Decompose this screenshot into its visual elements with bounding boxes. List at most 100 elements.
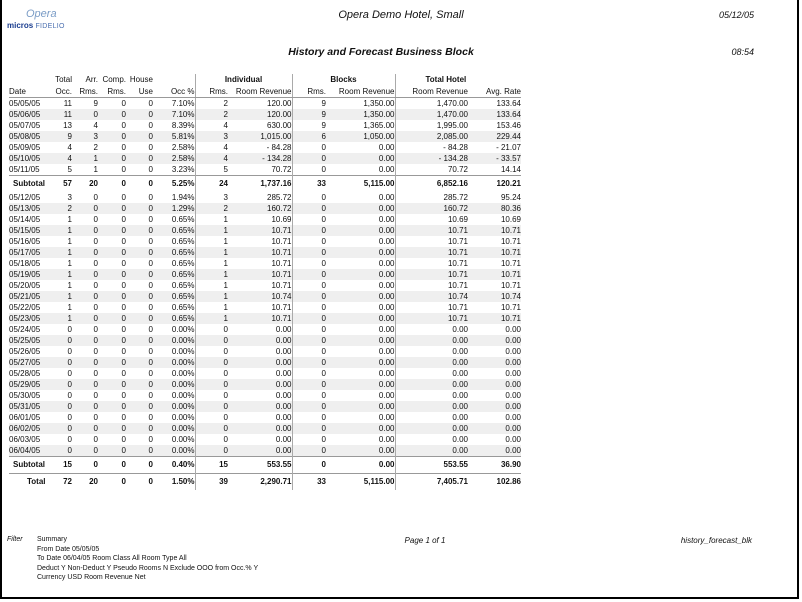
cell-blk-rms: 0 [291,153,326,164]
cell-blk-rms: 0 [291,346,326,357]
cell-house-use: 0 [148,165,153,174]
cell-arr-rms: 0 [93,215,98,224]
cell-total-occ: 1 [67,237,72,246]
cell-blk-rms: 6 [291,131,326,142]
cell-date: 06/04/05 [9,445,54,457]
table-row: 05/15/05 1 0 0 0 0.65% 1 10.71 0 0.00 10.71 10.71 [9,225,521,236]
group-individual: Individual [194,74,292,85]
cell-comp-rms: 0 [121,193,126,202]
cell-blk-rms: 33 [291,473,326,490]
col-h1-date [9,74,54,85]
cell-occ-pct: 0.00% [171,369,195,378]
cell-occ-pct: 0.65% [153,291,195,302]
filter-line: Deduct Y Non-Deduct Y Pseudo Rooms N Exc… [37,564,259,572]
cell-ind-revenue: 630.00 [267,121,292,130]
cell-house-use: 0 [148,121,153,130]
cell-blk-revenue: 0.00 [378,165,395,174]
cell-arr-rms: 0 [93,281,98,290]
col-header-avg-rate: Avg. Rate [468,85,521,98]
cell-comp-rms: 0 [98,225,126,236]
cell-avg-rate: 14.14 [500,165,521,174]
cell-ind-revenue: 10.69 [271,215,292,224]
table-row: 05/09/05 4 2 0 0 2.58% 4- 84.28 0 0.00- 84.28- 2… [9,142,521,153]
cell-arr-rms: 3 [72,131,98,142]
cell-house-use: 0 [148,193,153,202]
cell-date: Total [9,473,54,490]
cell-avg-rate: 0.00 [505,369,521,378]
cell-blk-revenue: 0.00 [326,291,395,302]
report-date: 05/12/05 [718,10,754,20]
cell-blk-revenue: 0.00 [378,281,395,290]
cell-total-revenue: 0.00 [394,379,468,390]
cell-blk-revenue: 0.00 [326,401,395,412]
cell-blk-revenue: 0.00 [378,391,395,400]
cell-avg-rate: 0.00 [505,347,521,356]
cell-house-use: 0 [126,473,153,490]
cell-ind-rms: 3 [194,131,228,142]
header-row-2: Date Occ. Rms. Rms. Use Occ % Rms. Room Revenue… [9,85,521,98]
cell-arr-rms: 0 [93,391,98,400]
table-row: 05/24/05 0 0 0 0 0.00% 0 0.00 0 0.00 0.00 0.00 [9,324,521,335]
cell-total-occ: 72 [54,473,72,490]
cell-blk-revenue: 0.00 [326,445,395,457]
cell-house-use: 0 [148,237,153,246]
cell-avg-rate: 0.00 [468,379,521,390]
cell-blk-rms: 0 [291,335,326,346]
cell-arr-rms: 0 [72,445,98,457]
cell-ind-revenue: - 134.28 [228,153,292,164]
cell-ind-rms: 4 [194,153,228,164]
cell-ind-rms: 0 [194,335,228,346]
cell-ind-rms: 15 [194,456,228,474]
cell-total-revenue: 0.00 [394,445,468,457]
col-header-date: Date [9,85,54,98]
cell-date: 05/14/05 [9,215,41,224]
col-header-ind-rms: Rms. [194,85,228,98]
cell-house-use: 0 [126,456,153,474]
report-body: 05/05/05 11 9 0 0 7.10% 2 120.00 9 1,350.00 1,470.… [9,97,521,490]
cell-avg-rate: - 21.07 [496,143,521,152]
cell-house-use: 0 [126,313,153,324]
cell-blk-revenue: 0.00 [326,456,395,474]
cell-ind-rms: 0 [194,379,228,390]
cell-ind-revenue: 10.71 [228,247,292,258]
cell-comp-rms: 0 [121,99,126,108]
cell-ind-revenue: 1,015.00 [228,131,292,142]
cell-comp-rms: 0 [121,413,126,422]
cell-blk-rms: 0 [291,258,326,269]
cell-arr-rms: 0 [72,313,98,324]
cell-ind-revenue: 0.00 [275,413,292,422]
cell-comp-rms: 0 [121,281,126,290]
cell-arr-rms: 20 [72,175,98,192]
cell-blk-revenue: 0.00 [326,335,395,346]
cell-occ-pct: 0.00% [171,391,195,400]
cell-house-use: 0 [126,269,153,280]
cell-ind-rms: 5 [194,164,228,176]
table-row: 05/25/05 0 0 0 0 0.00% 0 0.00 0 0.00 0.00 0.00 [9,335,521,346]
cell-total-revenue: 6,852.16 [394,175,468,192]
cell-arr-rms: 4 [93,121,98,130]
cell-date: 05/29/05 [9,379,54,390]
cell-avg-rate: 0.00 [505,391,521,400]
table-row: 05/26/05 0 0 0 0 0.00% 0 0.00 0 0.00 0.00 0.00 [9,346,521,357]
cell-total-revenue: 0.00 [394,346,468,357]
cell-ind-rms: 39 [194,473,228,490]
cell-house-use: 0 [126,131,153,142]
cell-date: 05/18/05 [9,259,41,268]
cell-total-occ: 5 [67,165,72,174]
cell-date: 05/05/05 [9,99,41,108]
cell-total-occ: 57 [54,175,72,192]
cell-blk-revenue: 1,365.00 [363,121,395,130]
cell-total-occ: 13 [63,121,72,130]
cell-comp-rms: 0 [98,109,126,120]
table-row: 05/14/05 1 0 0 0 0.65% 1 10.69 0 0.00 10.69 10.69 [9,214,521,225]
cell-arr-rms: 0 [72,225,98,236]
cell-ind-revenue: 0.00 [275,391,292,400]
cell-total-occ: 1 [54,313,72,324]
cell-total-revenue: 160.72 [394,203,468,214]
cell-ind-revenue: 2,290.71 [228,473,292,490]
cell-blk-revenue: 0.00 [378,259,395,268]
cell-blk-rms: 0 [291,164,326,176]
cell-date: 05/30/05 [9,391,41,400]
cell-blk-revenue: 0.00 [326,357,395,368]
filter-line: From Date 05/05/05 [37,545,100,553]
